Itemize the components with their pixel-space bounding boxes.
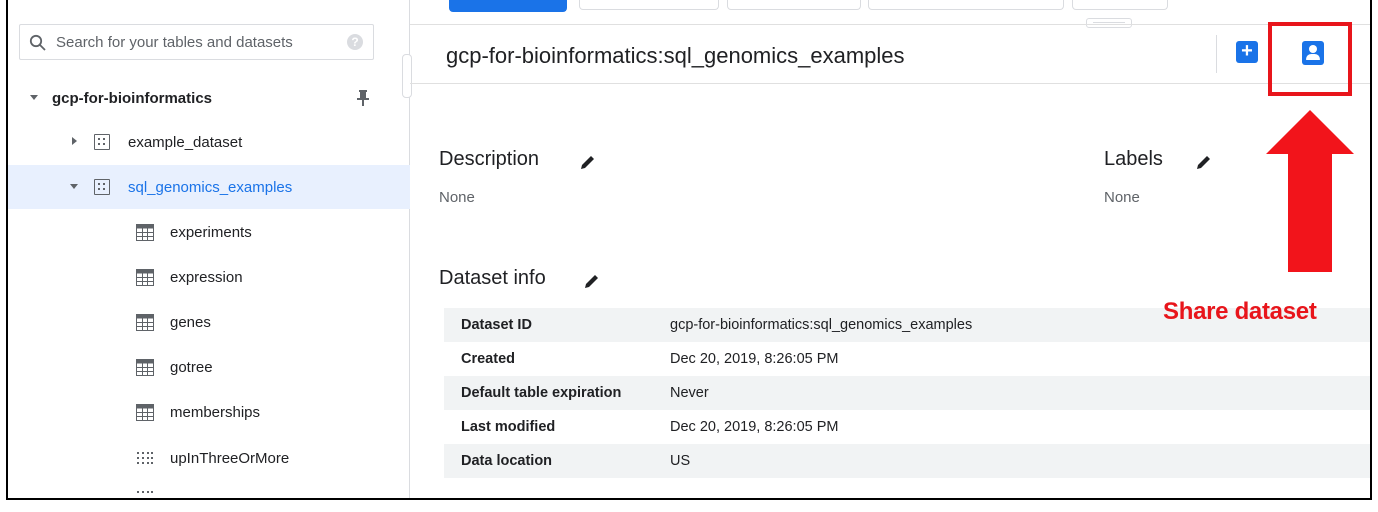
table-row: Last modified Dec 20, 2019, 8:26:05 PM: [444, 410, 1370, 444]
info-key: Default table expiration: [461, 385, 622, 401]
highlight-box: [1268, 22, 1352, 96]
edit-dataset-info-icon[interactable]: [584, 273, 600, 289]
edit-description-icon[interactable]: [580, 154, 596, 170]
info-value: gcp-for-bioinformatics:sql_genomics_exam…: [670, 317, 973, 333]
tab-active[interactable]: [449, 0, 567, 12]
tree-dataset-row[interactable]: example_dataset: [8, 120, 410, 164]
help-circle-icon[interactable]: ?: [347, 34, 363, 50]
table-icon: [136, 403, 154, 421]
info-key: Dataset ID: [461, 317, 532, 333]
dataset-info-table: Dataset ID gcp-for-bioinformatics:sql_ge…: [444, 308, 1370, 478]
info-value: Dec 20, 2019, 8:26:05 PM: [670, 419, 839, 435]
table-label: memberships: [170, 403, 261, 421]
tab[interactable]: [727, 0, 861, 10]
main-panel: gcp-for-bioinformatics:sql_genomics_exam…: [410, 0, 1370, 498]
tab[interactable]: [1072, 0, 1168, 10]
tree-row-cut-off[interactable]: [8, 484, 410, 499]
info-key: Created: [461, 351, 515, 367]
table-row: Created Dec 20, 2019, 8:26:05 PM: [444, 342, 1370, 376]
search-box: ?: [19, 24, 374, 60]
sidebar-resize-handle[interactable]: [402, 54, 412, 98]
table-icon: [136, 223, 154, 241]
tab[interactable]: [868, 0, 1064, 10]
view-label: upInThreeOrMore: [170, 449, 290, 467]
panel-drag-handle[interactable]: [1086, 18, 1132, 28]
tree-project-row[interactable]: gcp-for-bioinformatics: [8, 76, 410, 120]
tree-dataset-row-selected[interactable]: sql_genomics_examples: [8, 165, 410, 209]
table-label: gotree: [170, 358, 213, 376]
view-icon: [136, 450, 154, 467]
table-icon: [136, 268, 154, 286]
dataset-header: gcp-for-bioinformatics:sql_genomics_exam…: [410, 24, 1370, 84]
tab-strip: [8, 0, 1370, 12]
table-icon: [136, 358, 154, 376]
expand-caret-icon[interactable]: [68, 136, 80, 148]
plus-icon[interactable]: +: [1236, 41, 1258, 63]
sidebar: ? gcp-for-bioinformatics example_dataset…: [8, 0, 412, 499]
table-label: genes: [170, 313, 211, 331]
dataset-icon: [94, 134, 110, 150]
project-name: gcp-for-bioinformatics: [52, 89, 212, 107]
tree-table-row[interactable]: genes: [8, 300, 410, 344]
tab[interactable]: [579, 0, 719, 10]
expand-caret-icon[interactable]: [28, 92, 40, 104]
info-key: Data location: [461, 453, 553, 469]
tree-table-row[interactable]: gotree: [8, 345, 410, 389]
edit-labels-icon[interactable]: [1196, 154, 1212, 170]
tree-view-row[interactable]: upInThreeOrMore: [8, 436, 410, 480]
info-value: Never: [670, 385, 709, 401]
expand-caret-icon[interactable]: [68, 181, 80, 193]
share-dataset-icon[interactable]: [1302, 41, 1324, 65]
app-window: ? gcp-for-bioinformatics example_dataset…: [6, 0, 1372, 500]
search-icon: [29, 34, 46, 51]
dataset-icon: [94, 179, 110, 195]
table-label: experiments: [170, 223, 252, 241]
red-arrow-icon: [1266, 110, 1354, 272]
tree-table-row[interactable]: experiments: [8, 210, 410, 254]
search-input[interactable]: [56, 31, 336, 53]
description-heading: Description: [439, 148, 540, 170]
labels-value: None: [1104, 189, 1140, 206]
table-row: Dataset ID gcp-for-bioinformatics:sql_ge…: [444, 308, 1370, 342]
dataset-label: example_dataset: [128, 133, 243, 151]
tree-table-row[interactable]: expression: [8, 255, 410, 299]
header-divider: [1216, 35, 1217, 73]
info-value: US: [670, 453, 691, 469]
dataset-info-heading: Dataset info: [439, 267, 546, 289]
table-row: Data location US: [444, 444, 1370, 478]
page-title: gcp-for-bioinformatics:sql_genomics_exam…: [446, 43, 905, 68]
table-label: expression: [170, 268, 243, 286]
labels-heading: Labels: [1104, 148, 1163, 170]
info-value: Dec 20, 2019, 8:26:05 PM: [670, 351, 839, 367]
info-key: Last modified: [461, 419, 556, 435]
table-row: Default table expiration Never: [444, 376, 1370, 410]
tree-table-row[interactable]: memberships: [8, 390, 410, 434]
dataset-label: sql_genomics_examples: [128, 178, 293, 196]
annotation-label: Share dataset: [1163, 298, 1317, 325]
pin-icon[interactable]: [356, 90, 370, 106]
table-icon: [136, 313, 154, 331]
view-icon: [136, 489, 154, 499]
description-value: None: [439, 189, 475, 206]
